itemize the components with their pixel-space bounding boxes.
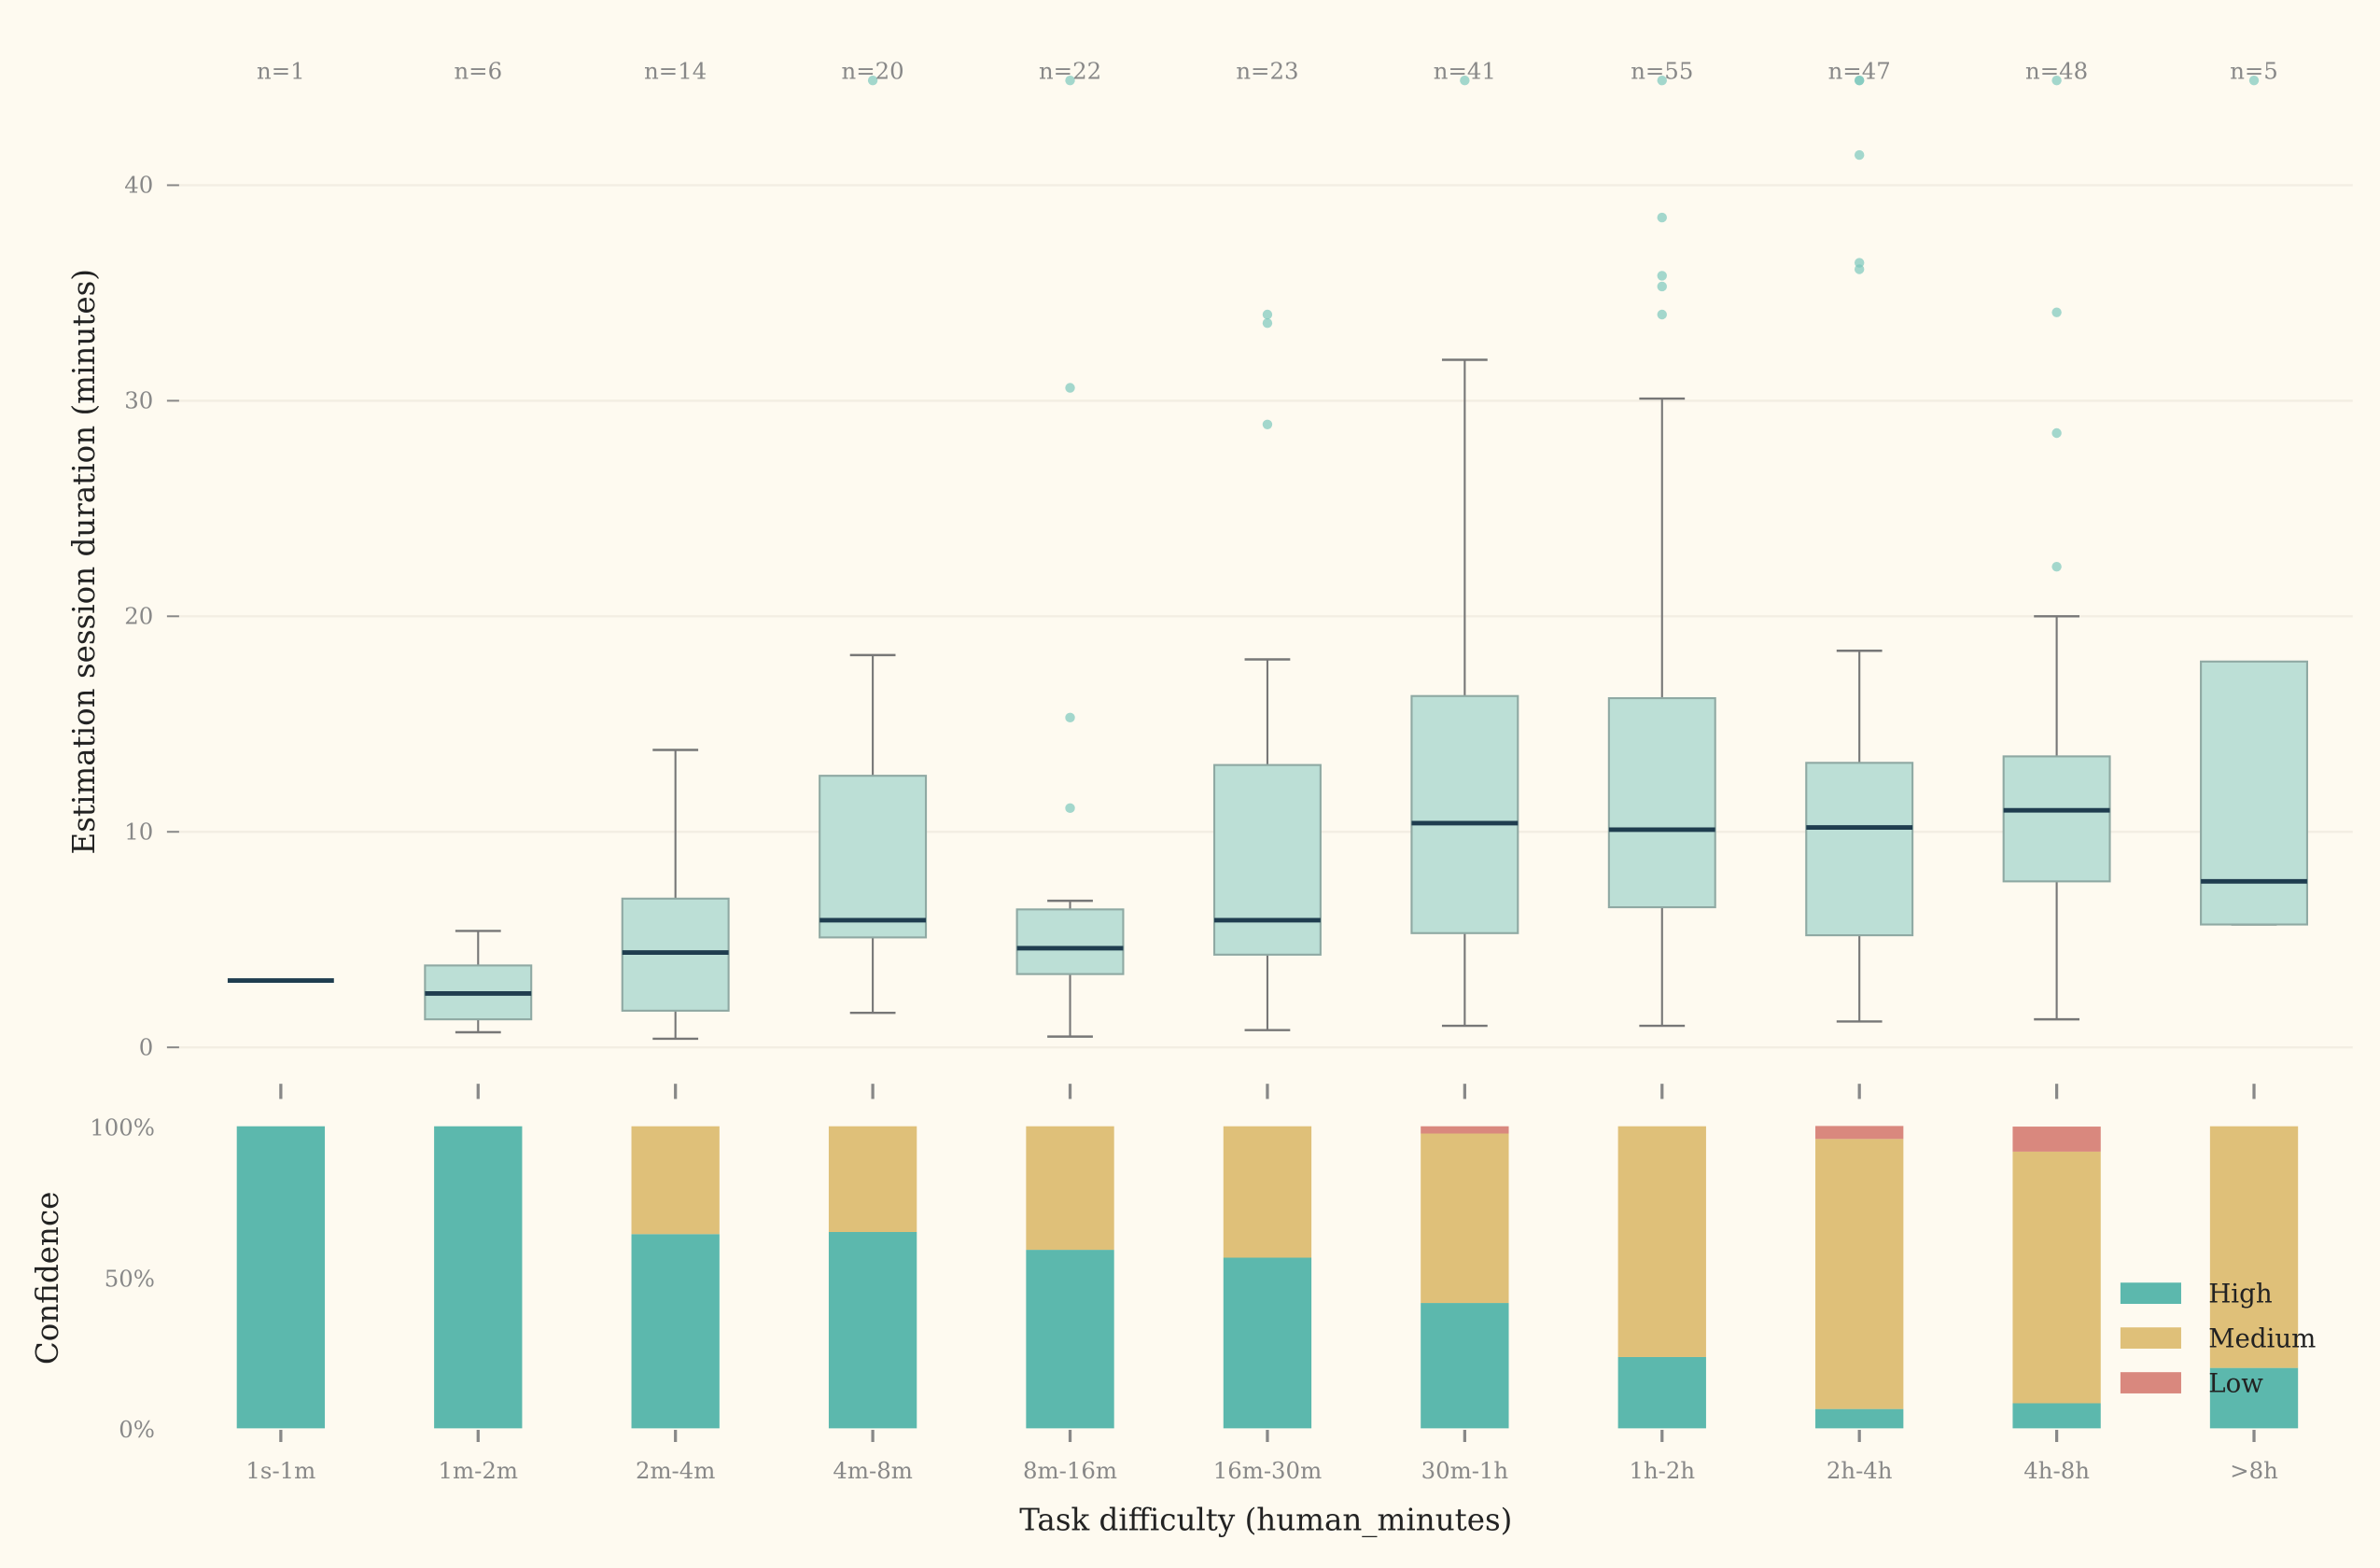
bar-low	[1421, 1126, 1509, 1134]
x-tick-label: 4m-8m	[833, 1457, 912, 1484]
bar-high	[2209, 1367, 2299, 1429]
x-tick-label: 1m-2m	[439, 1457, 518, 1484]
y-axis-label-duration: Estimation session duration (minutes)	[66, 269, 102, 854]
outlier-point	[1065, 712, 1075, 723]
outlier-point	[2051, 561, 2062, 572]
bar-high	[1421, 1303, 1509, 1429]
outlier-point	[1065, 803, 1075, 814]
outlier-point	[2051, 307, 2062, 317]
outlier-point	[1262, 309, 1273, 320]
x-tick-label: 2m-4m	[636, 1457, 715, 1484]
outlier-point	[1854, 258, 1865, 268]
legend-swatch-high	[2120, 1282, 2181, 1304]
y-tick-label: 50%	[105, 1265, 155, 1292]
outlier-point	[2051, 427, 2062, 439]
box	[819, 775, 928, 939]
y-tick-label: 40	[124, 172, 153, 199]
outlier-point	[1262, 318, 1273, 329]
bar-medium	[2012, 1151, 2101, 1404]
x-tick-label: 2h-4h	[1827, 1457, 1893, 1484]
outlier-point	[2051, 76, 2062, 86]
y-tick-label: 0	[139, 1033, 154, 1060]
x-tick-label: >8h	[2230, 1457, 2278, 1484]
outlier-point	[1657, 281, 1667, 292]
bar-medium	[631, 1126, 720, 1235]
bar-medium	[1617, 1126, 1706, 1357]
bar-high	[1223, 1257, 1312, 1429]
outlier-point	[2248, 76, 2260, 86]
box	[2002, 755, 2111, 883]
x-tick-label: 16m-30m	[1213, 1457, 1322, 1484]
bar-medium	[828, 1126, 917, 1232]
bar-low	[1815, 1126, 1904, 1140]
y-axis-label-confidence: Confidence	[30, 1192, 65, 1365]
x-tick-label: 1h-2h	[1629, 1457, 1695, 1484]
bar-medium	[1026, 1126, 1114, 1251]
n-label: n=47	[1828, 58, 1891, 85]
box	[1607, 696, 1716, 909]
y-tick-label: 10	[124, 818, 153, 845]
bar-high	[828, 1231, 917, 1429]
bar-high	[434, 1126, 523, 1429]
bar-high	[236, 1126, 326, 1429]
y-tick-label: 100%	[90, 1113, 155, 1141]
outlier-point	[1657, 271, 1667, 281]
outlier-point	[1854, 149, 1865, 161]
bar-high	[631, 1234, 720, 1429]
legend-label-medium: Medium	[2208, 1323, 2316, 1353]
box	[1212, 763, 1322, 956]
x-axis-label: Task difficulty (human_minutes)	[1019, 1502, 1512, 1537]
outlier-point	[1065, 383, 1075, 393]
outlier-point	[867, 76, 878, 86]
legend-swatch-low	[2120, 1372, 2181, 1393]
bar-medium	[2209, 1126, 2299, 1368]
legend-swatch-medium	[2120, 1327, 2181, 1349]
bar-high	[1617, 1356, 1706, 1429]
outlier-point	[1065, 76, 1075, 86]
bar-high	[1026, 1250, 1114, 1429]
outlier-point	[1262, 419, 1273, 429]
bar-low	[2012, 1127, 2101, 1152]
bar-high	[1815, 1408, 1904, 1429]
n-label: n=1	[257, 58, 305, 85]
box	[1805, 762, 1914, 937]
y-tick-label: 30	[124, 386, 153, 413]
x-tick-label: 30m-1h	[1421, 1457, 1509, 1484]
n-label: n=6	[454, 58, 502, 85]
y-tick-label: 20	[124, 602, 153, 629]
outlier-point	[1460, 76, 1470, 86]
box	[2200, 660, 2308, 926]
outlier-point	[1854, 76, 1865, 86]
outlier-point	[1657, 309, 1667, 320]
n-label: n=20	[842, 58, 904, 85]
x-tick-label: 8m-16m	[1023, 1457, 1117, 1484]
outlier-point	[1657, 212, 1667, 223]
outlier-point	[1657, 76, 1667, 86]
y-tick-label: 0%	[119, 1416, 155, 1443]
legend-label-low: Low	[2208, 1367, 2263, 1398]
n-label: n=23	[1236, 58, 1298, 85]
n-label: n=22	[1039, 58, 1101, 85]
n-label: n=48	[2025, 58, 2088, 85]
legend-label-high: High	[2208, 1278, 2273, 1309]
bar-medium	[1421, 1133, 1509, 1304]
bar-medium	[1815, 1139, 1904, 1409]
x-tick-label: 4h-8h	[2023, 1457, 2090, 1484]
x-tick-label: 1s-1m	[245, 1457, 315, 1484]
bar-high	[2012, 1403, 2101, 1429]
n-label: n=14	[644, 58, 707, 85]
n-label: n=55	[1631, 58, 1693, 85]
box	[1015, 908, 1125, 975]
n-label: n=41	[1434, 58, 1496, 85]
box	[1410, 694, 1519, 934]
n-label: n=5	[2230, 58, 2278, 85]
legend: High Medium Low	[2120, 1278, 2316, 1398]
bar-medium	[1223, 1126, 1312, 1258]
